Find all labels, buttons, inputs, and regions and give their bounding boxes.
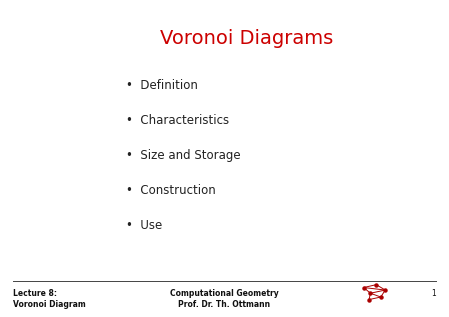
Text: •  Definition: • Definition bbox=[126, 79, 198, 92]
Text: •  Characteristics: • Characteristics bbox=[126, 114, 229, 127]
Text: •  Use: • Use bbox=[126, 218, 162, 232]
Text: Voronoi Diagram: Voronoi Diagram bbox=[13, 301, 86, 309]
Text: Lecture 8:: Lecture 8: bbox=[13, 289, 57, 298]
Text: •  Size and Storage: • Size and Storage bbox=[126, 149, 240, 162]
Text: Computational Geometry: Computational Geometry bbox=[170, 289, 279, 298]
Text: Voronoi Diagrams: Voronoi Diagrams bbox=[160, 29, 334, 48]
Text: Prof. Dr. Th. Ottmann: Prof. Dr. Th. Ottmann bbox=[178, 301, 271, 309]
Text: •  Construction: • Construction bbox=[126, 184, 216, 197]
Text: 1: 1 bbox=[431, 289, 436, 298]
